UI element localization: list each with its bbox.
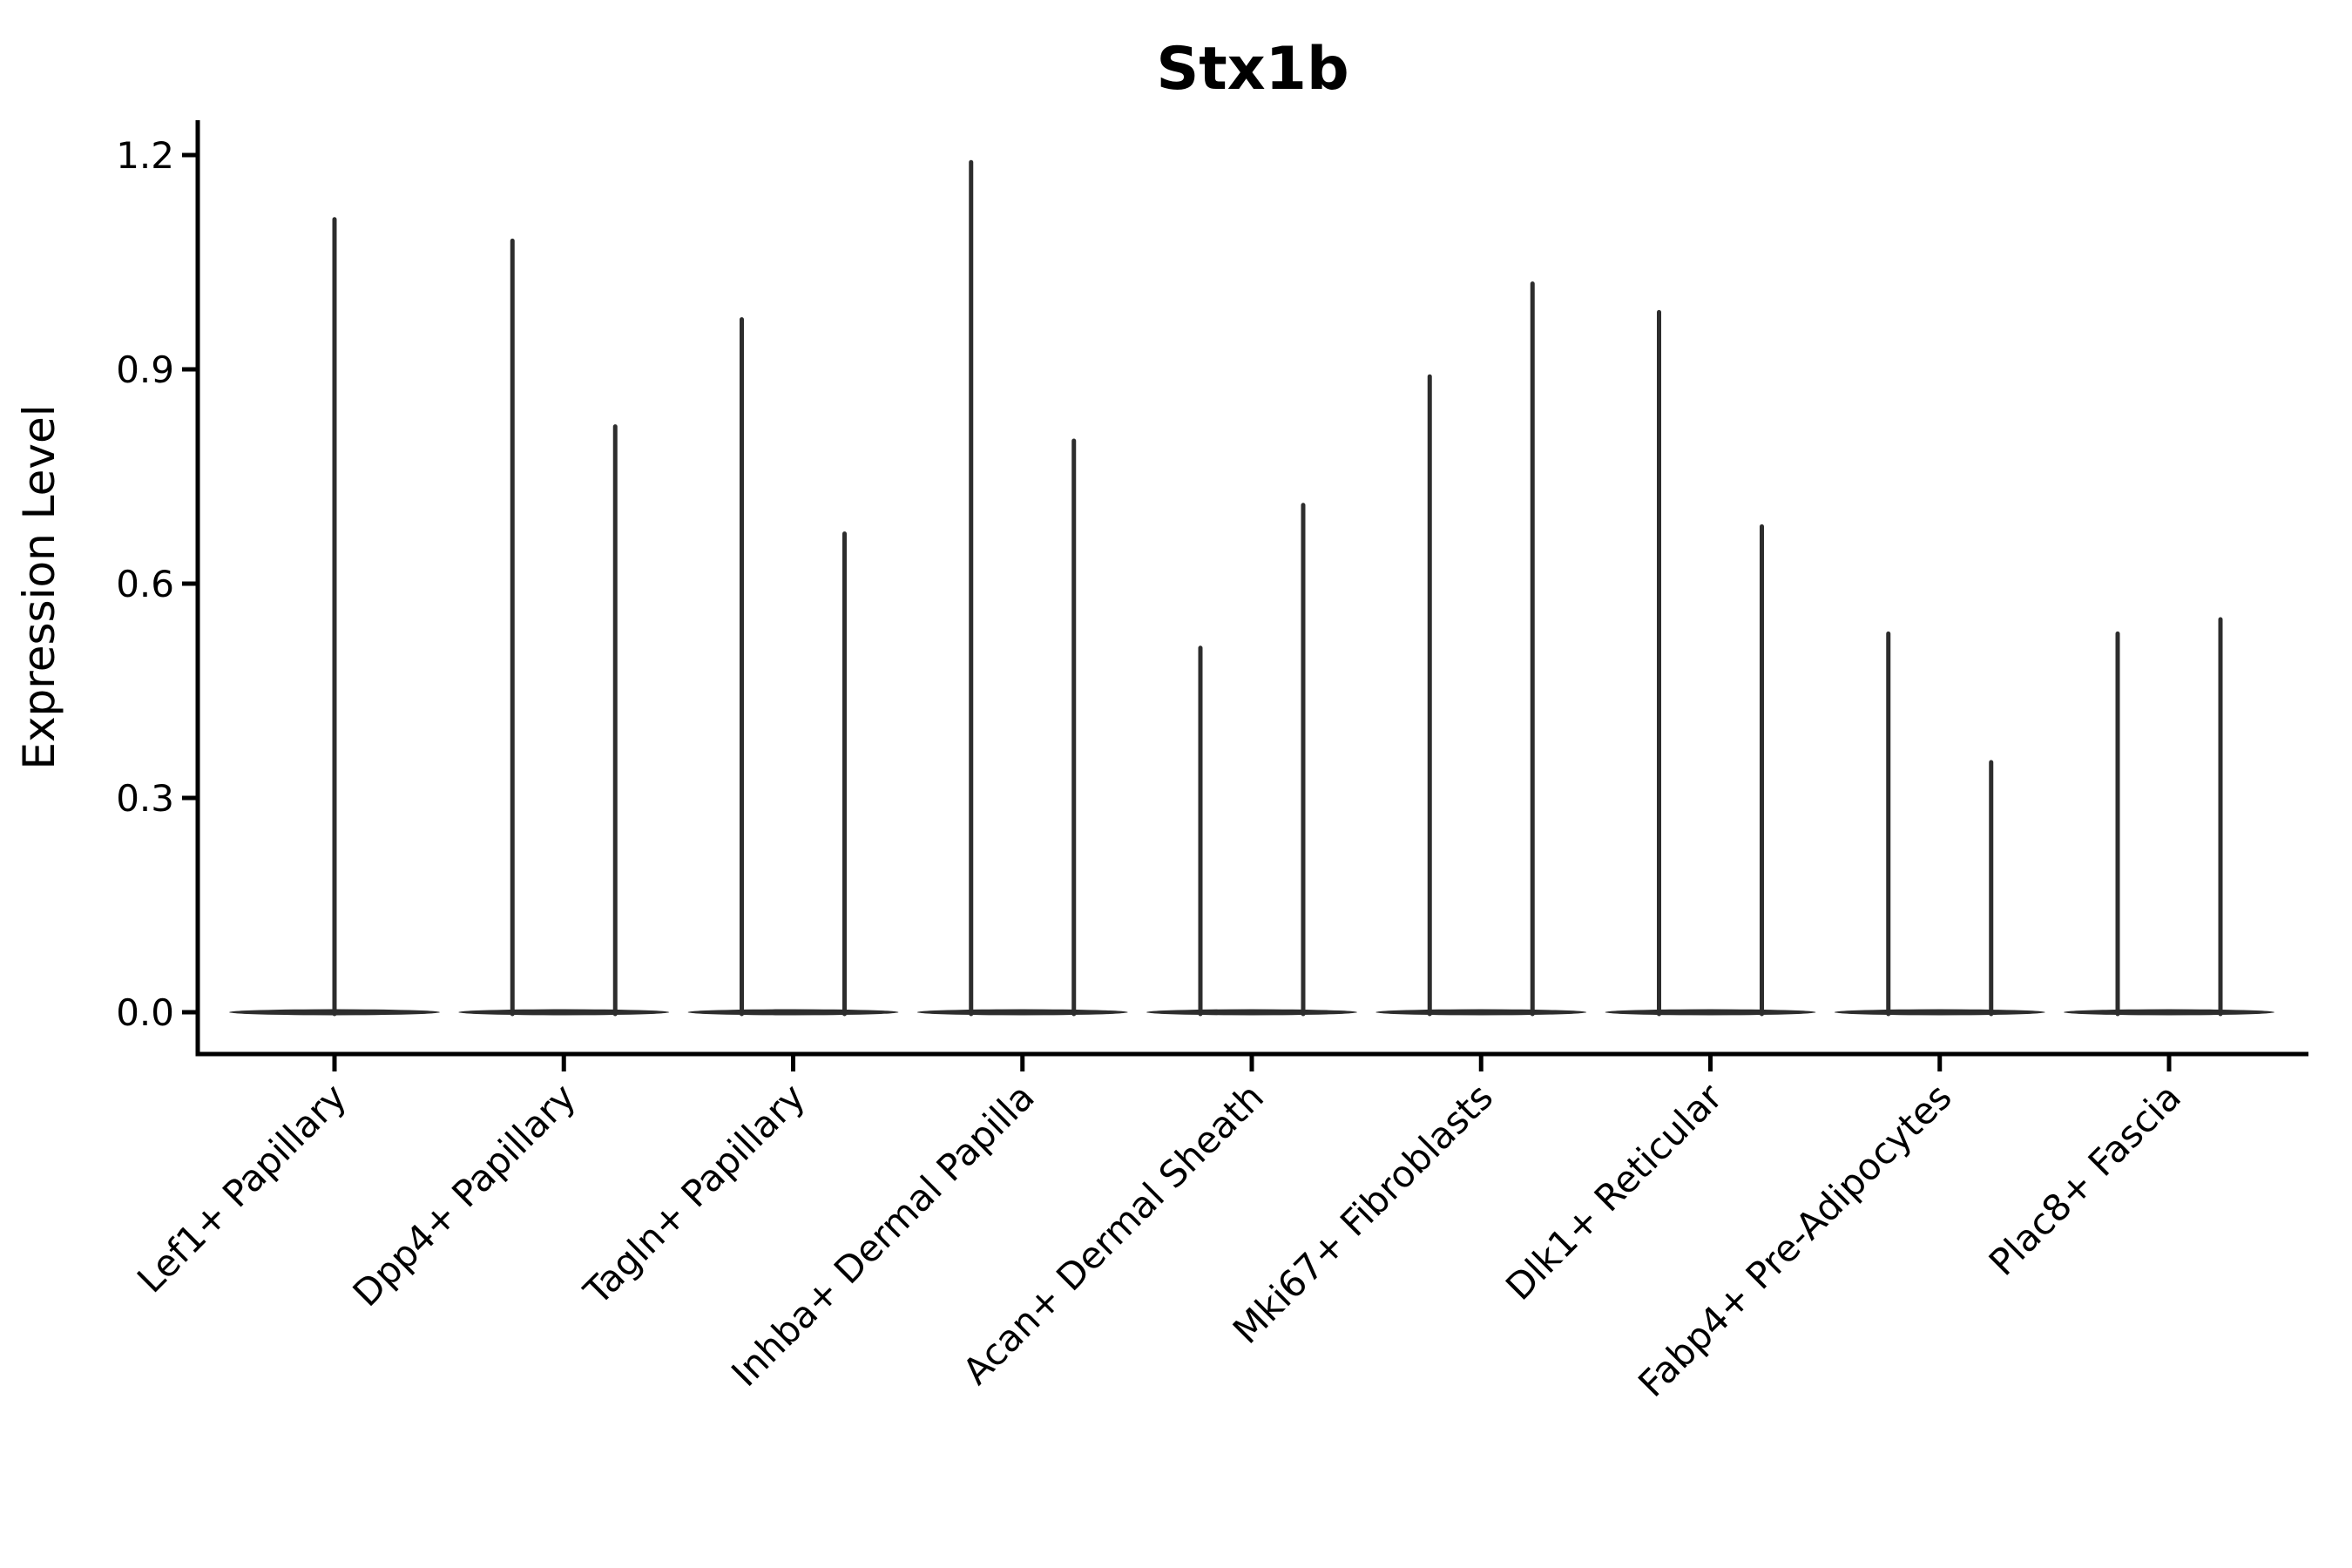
violin-group xyxy=(1605,309,1816,1017)
violin-group xyxy=(916,159,1128,1017)
violin-base xyxy=(1605,1009,1816,1016)
y-tick-label: 1.2 xyxy=(116,134,174,177)
y-tick-label: 0.3 xyxy=(116,777,174,820)
violin-base xyxy=(687,1009,899,1016)
violin-base xyxy=(1146,1009,1357,1016)
violin-base xyxy=(916,1009,1128,1016)
x-tick-label: Dlk1+ Reticular xyxy=(1497,1075,1731,1308)
y-axis-ticks: 0.0 0.3 0.6 0.9 1.2 xyxy=(116,134,198,1034)
x-tick-label: Mki67+ Fibroblasts xyxy=(1225,1075,1501,1351)
violin-group xyxy=(1146,503,1357,1017)
violin-group xyxy=(687,317,899,1017)
violin-group xyxy=(1375,281,1587,1017)
x-tick-label: Dpp4+ Papillary xyxy=(345,1075,585,1315)
violin-base xyxy=(1834,1009,2045,1016)
y-axis-label: Expression Level xyxy=(14,404,64,769)
y-tick-label: 0.9 xyxy=(116,348,174,391)
y-tick-label: 0.6 xyxy=(116,563,174,605)
violin-base xyxy=(458,1009,670,1016)
x-tick-label: Tagln+ Papillary xyxy=(575,1075,813,1313)
violin-base xyxy=(1375,1009,1587,1016)
violin-group xyxy=(2064,617,2274,1017)
violin-group xyxy=(1834,631,2045,1017)
violins xyxy=(229,159,2274,1017)
y-tick-label: 0.0 xyxy=(116,991,174,1034)
violin-group xyxy=(458,238,670,1017)
violin-group xyxy=(229,217,440,1017)
x-tick-label: Plac8+ Fascia xyxy=(1981,1075,2189,1283)
violin-base xyxy=(2064,1009,2274,1016)
chart-title: Stx1b xyxy=(1156,35,1348,104)
x-tick-label: Lef1+ Papillary xyxy=(129,1075,355,1301)
